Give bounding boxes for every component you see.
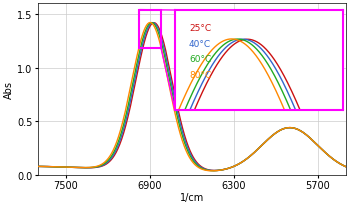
Bar <box>139 11 161 49</box>
Y-axis label: Abs: Abs <box>4 81 14 98</box>
X-axis label: 1/cm: 1/cm <box>180 192 204 202</box>
